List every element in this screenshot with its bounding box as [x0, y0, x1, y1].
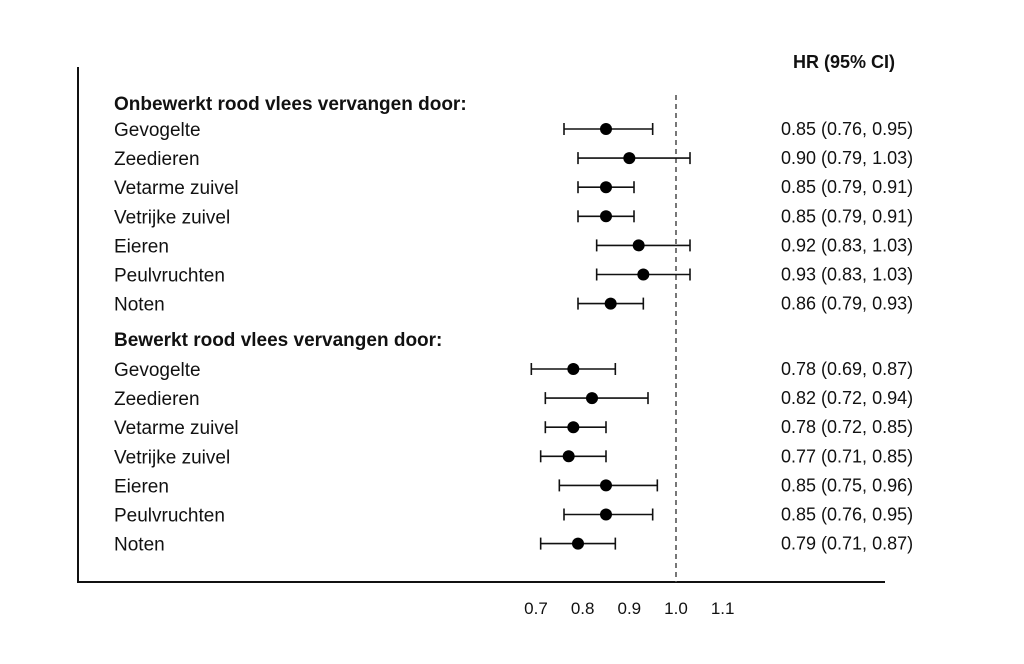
- row-label: Vetrijke zuivel: [114, 447, 230, 468]
- row-label: Peulvruchten: [114, 266, 225, 287]
- hr-point: [604, 297, 617, 310]
- row-label: Zeedieren: [114, 149, 200, 170]
- hr-point: [567, 421, 580, 434]
- hr-point: [586, 392, 598, 405]
- row-label: Vetarme zuivel: [114, 178, 239, 199]
- hr-point: [600, 479, 612, 492]
- hr-point: [567, 363, 580, 375]
- hr-value: 0.79 (0.71, 0.87): [781, 534, 913, 554]
- group-title: Bewerkt rood vlees vervangen door:: [114, 330, 442, 351]
- row-label: Vetarme zuivel: [114, 418, 239, 439]
- row-label: Zeedieren: [114, 389, 200, 410]
- hr-value: 0.85 (0.76, 0.95): [781, 505, 913, 525]
- hr-value: 0.77 (0.71, 0.85): [781, 446, 913, 466]
- hr-value: 0.85 (0.76, 0.95): [781, 119, 913, 139]
- hr-column-header: HR (95% CI): [793, 52, 895, 72]
- hr-point: [600, 123, 612, 135]
- row-label: Vetrijke zuivel: [114, 207, 230, 228]
- x-tick-label: 0.7: [524, 599, 548, 618]
- hr-value: 0.82 (0.72, 0.94): [781, 388, 913, 408]
- x-tick-label: 1.0: [664, 599, 688, 618]
- hr-value: 0.92 (0.83, 1.03): [781, 235, 913, 255]
- hr-point: [600, 181, 612, 194]
- hr-value: 0.93 (0.83, 1.03): [781, 265, 913, 285]
- hr-point: [562, 450, 575, 463]
- group-title: Onbewerkt rood vlees vervangen door:: [114, 94, 467, 115]
- hr-value: 0.85 (0.75, 0.96): [781, 475, 913, 495]
- hr-value: 0.90 (0.79, 1.03): [781, 148, 913, 168]
- hr-point: [637, 268, 650, 281]
- row-label: Noten: [114, 535, 165, 556]
- row-label: Noten: [114, 295, 165, 316]
- hr-point: [632, 239, 645, 252]
- row-label: Gevogelte: [114, 360, 201, 381]
- hr-value: 0.85 (0.79, 0.91): [781, 177, 913, 197]
- hr-value: 0.86 (0.79, 0.93): [781, 294, 913, 314]
- x-tick-label: 0.8: [571, 599, 595, 618]
- hr-point: [623, 152, 636, 165]
- hr-point: [600, 508, 612, 521]
- hr-point: [572, 537, 584, 550]
- x-tick-label: 1.1: [711, 599, 735, 618]
- x-tick-label: 0.9: [618, 599, 642, 618]
- row-label: Eieren: [114, 476, 169, 497]
- hr-value: 0.78 (0.72, 0.85): [781, 417, 913, 437]
- hr-value: 0.78 (0.69, 0.87): [781, 359, 913, 379]
- hr-point: [600, 210, 612, 223]
- row-label: Eieren: [114, 236, 169, 257]
- row-label: Gevogelte: [114, 120, 201, 141]
- hr-value: 0.85 (0.79, 0.91): [781, 206, 913, 226]
- row-label: Peulvruchten: [114, 506, 225, 527]
